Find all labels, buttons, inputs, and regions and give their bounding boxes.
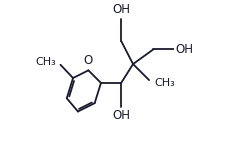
Text: O: O [83, 54, 92, 67]
Text: OH: OH [112, 3, 130, 16]
Text: OH: OH [112, 109, 130, 122]
Text: OH: OH [175, 43, 193, 56]
Text: CH₃: CH₃ [36, 57, 56, 67]
Text: CH₃: CH₃ [155, 78, 176, 88]
